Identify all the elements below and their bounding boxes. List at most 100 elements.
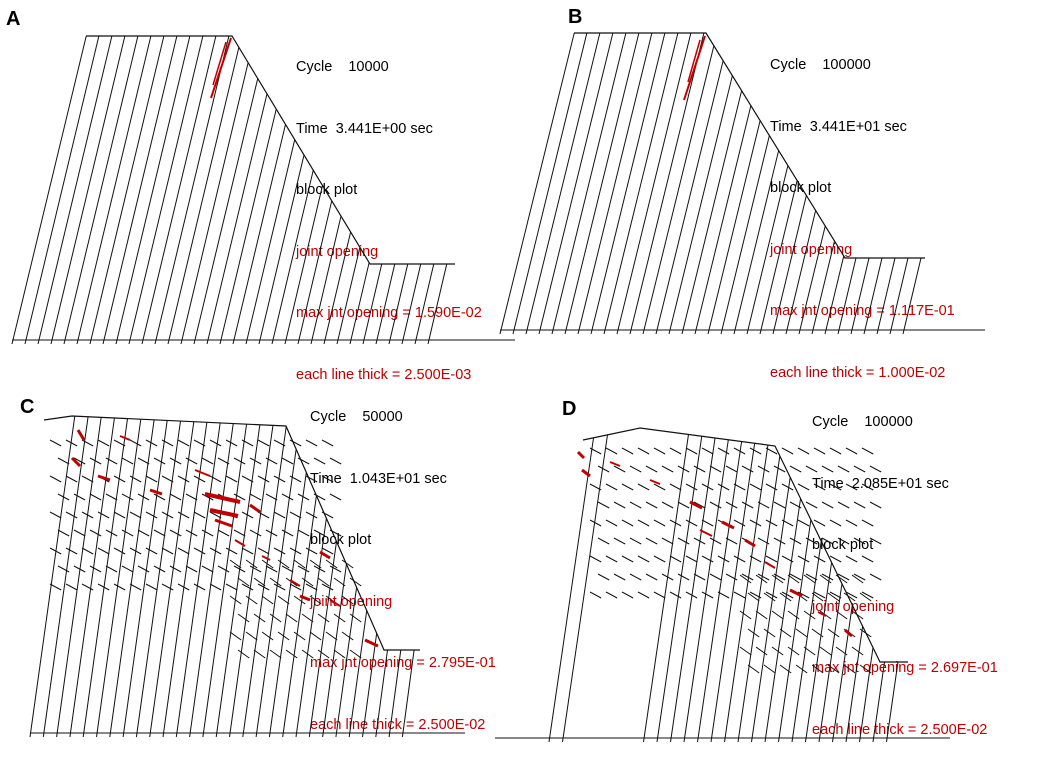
- cross-joint: [297, 493, 310, 501]
- cross-joint: [829, 555, 842, 563]
- joint-line: [37, 35, 113, 345]
- cross-joint: [749, 555, 762, 563]
- joint-line: [193, 78, 259, 345]
- cross-joint: [153, 457, 166, 465]
- cross-joint: [145, 583, 158, 591]
- cross-joint: [861, 483, 874, 491]
- cross-joint: [57, 529, 70, 537]
- cross-joint: [613, 465, 626, 473]
- cross-joint: [185, 457, 198, 465]
- cross-joint: [145, 439, 158, 447]
- cross-joint: [257, 547, 270, 555]
- joint-line: [791, 541, 822, 743]
- cross-joint: [297, 457, 310, 465]
- joint-line: [115, 35, 191, 345]
- joint-opening-mark: [119, 435, 131, 441]
- cross-joint: [329, 565, 342, 573]
- cross-joint: [73, 565, 86, 573]
- cross-joint: [137, 529, 150, 537]
- cross-joint: [853, 537, 866, 545]
- cross-joint: [755, 574, 768, 584]
- cross-joint: [589, 519, 602, 527]
- joint-opening-mark: [689, 500, 703, 510]
- cross-joint: [845, 447, 858, 455]
- cross-joint: [755, 646, 768, 656]
- cross-joint: [177, 583, 190, 591]
- cross-joint: [637, 447, 650, 455]
- cross-joint: [265, 529, 278, 537]
- joint-line: [135, 421, 181, 738]
- cross-joint: [237, 577, 250, 587]
- cross-joint: [781, 447, 794, 455]
- cross-joint: [755, 610, 768, 620]
- cross-joint: [597, 537, 610, 545]
- cross-joint: [677, 537, 690, 545]
- joint-line: [697, 441, 743, 743]
- cross-joint: [819, 574, 832, 584]
- cross-joint: [293, 595, 306, 605]
- joint-opening-mark: [817, 611, 827, 617]
- joint-opening-mark: [364, 638, 379, 648]
- legend-text: joint opening: [310, 593, 393, 610]
- joint-line: [175, 422, 221, 738]
- cross-joint: [289, 583, 302, 591]
- cross-joint: [835, 574, 848, 584]
- panel-label: A: [6, 8, 21, 30]
- joint-line: [29, 416, 76, 738]
- cross-joint: [845, 483, 858, 491]
- cross-joint: [169, 565, 182, 573]
- cross-joint: [637, 483, 650, 491]
- cross-joint: [329, 493, 342, 501]
- cross-joint: [185, 565, 198, 573]
- joint-opening-mark: [683, 35, 706, 101]
- cross-joint: [277, 595, 290, 605]
- cross-joint: [321, 511, 334, 519]
- cross-joint: [225, 547, 238, 555]
- cross-joint: [349, 613, 362, 623]
- joint-opening-mark: [212, 41, 227, 86]
- cross-joint: [253, 649, 266, 659]
- cross-joint: [137, 565, 150, 573]
- time-text: Time 3.441E+01 sec: [770, 118, 907, 135]
- cross-joint: [765, 555, 778, 563]
- joint-opening-mark: [289, 579, 301, 587]
- cross-joint: [277, 559, 290, 569]
- cross-joint: [273, 547, 286, 555]
- joint-line: [388, 263, 409, 345]
- cross-joint: [845, 555, 858, 563]
- joint-opening-mark: [764, 561, 776, 569]
- cross-joint: [851, 574, 864, 584]
- cross-joint: [153, 565, 166, 573]
- cross-joint: [843, 664, 856, 674]
- joint-line: [202, 424, 248, 738]
- cross-joint: [835, 610, 848, 620]
- joint-line: [811, 240, 835, 335]
- joint-line: [778, 519, 812, 743]
- cross-joint: [349, 649, 362, 659]
- joint-line: [681, 90, 743, 335]
- cross-joint: [853, 501, 866, 509]
- joint-opening-mark: [210, 37, 232, 99]
- cross-joint: [829, 483, 842, 491]
- cross-joint: [843, 592, 856, 602]
- joint-opening-mark: [149, 488, 163, 496]
- cross-joint: [693, 465, 706, 473]
- cross-joint: [733, 555, 746, 563]
- joint-line: [215, 424, 261, 738]
- cross-joint: [305, 475, 318, 483]
- cross-joint: [89, 457, 102, 465]
- cross-joint: [49, 511, 62, 519]
- cross-joint: [827, 628, 840, 638]
- cross-joint: [749, 447, 762, 455]
- info-block: Cycle 10000 Time 3.441E+00 sec block plo…: [296, 16, 482, 426]
- cross-joint: [757, 537, 770, 545]
- cross-joint: [757, 465, 770, 473]
- cross-joint: [209, 475, 222, 483]
- cross-joint: [281, 457, 294, 465]
- cross-joint: [837, 501, 850, 509]
- cross-joint: [747, 628, 760, 638]
- cross-joint: [773, 573, 786, 581]
- cross-joint: [813, 555, 826, 563]
- cross-joint: [795, 628, 808, 638]
- joint-line: [11, 35, 87, 345]
